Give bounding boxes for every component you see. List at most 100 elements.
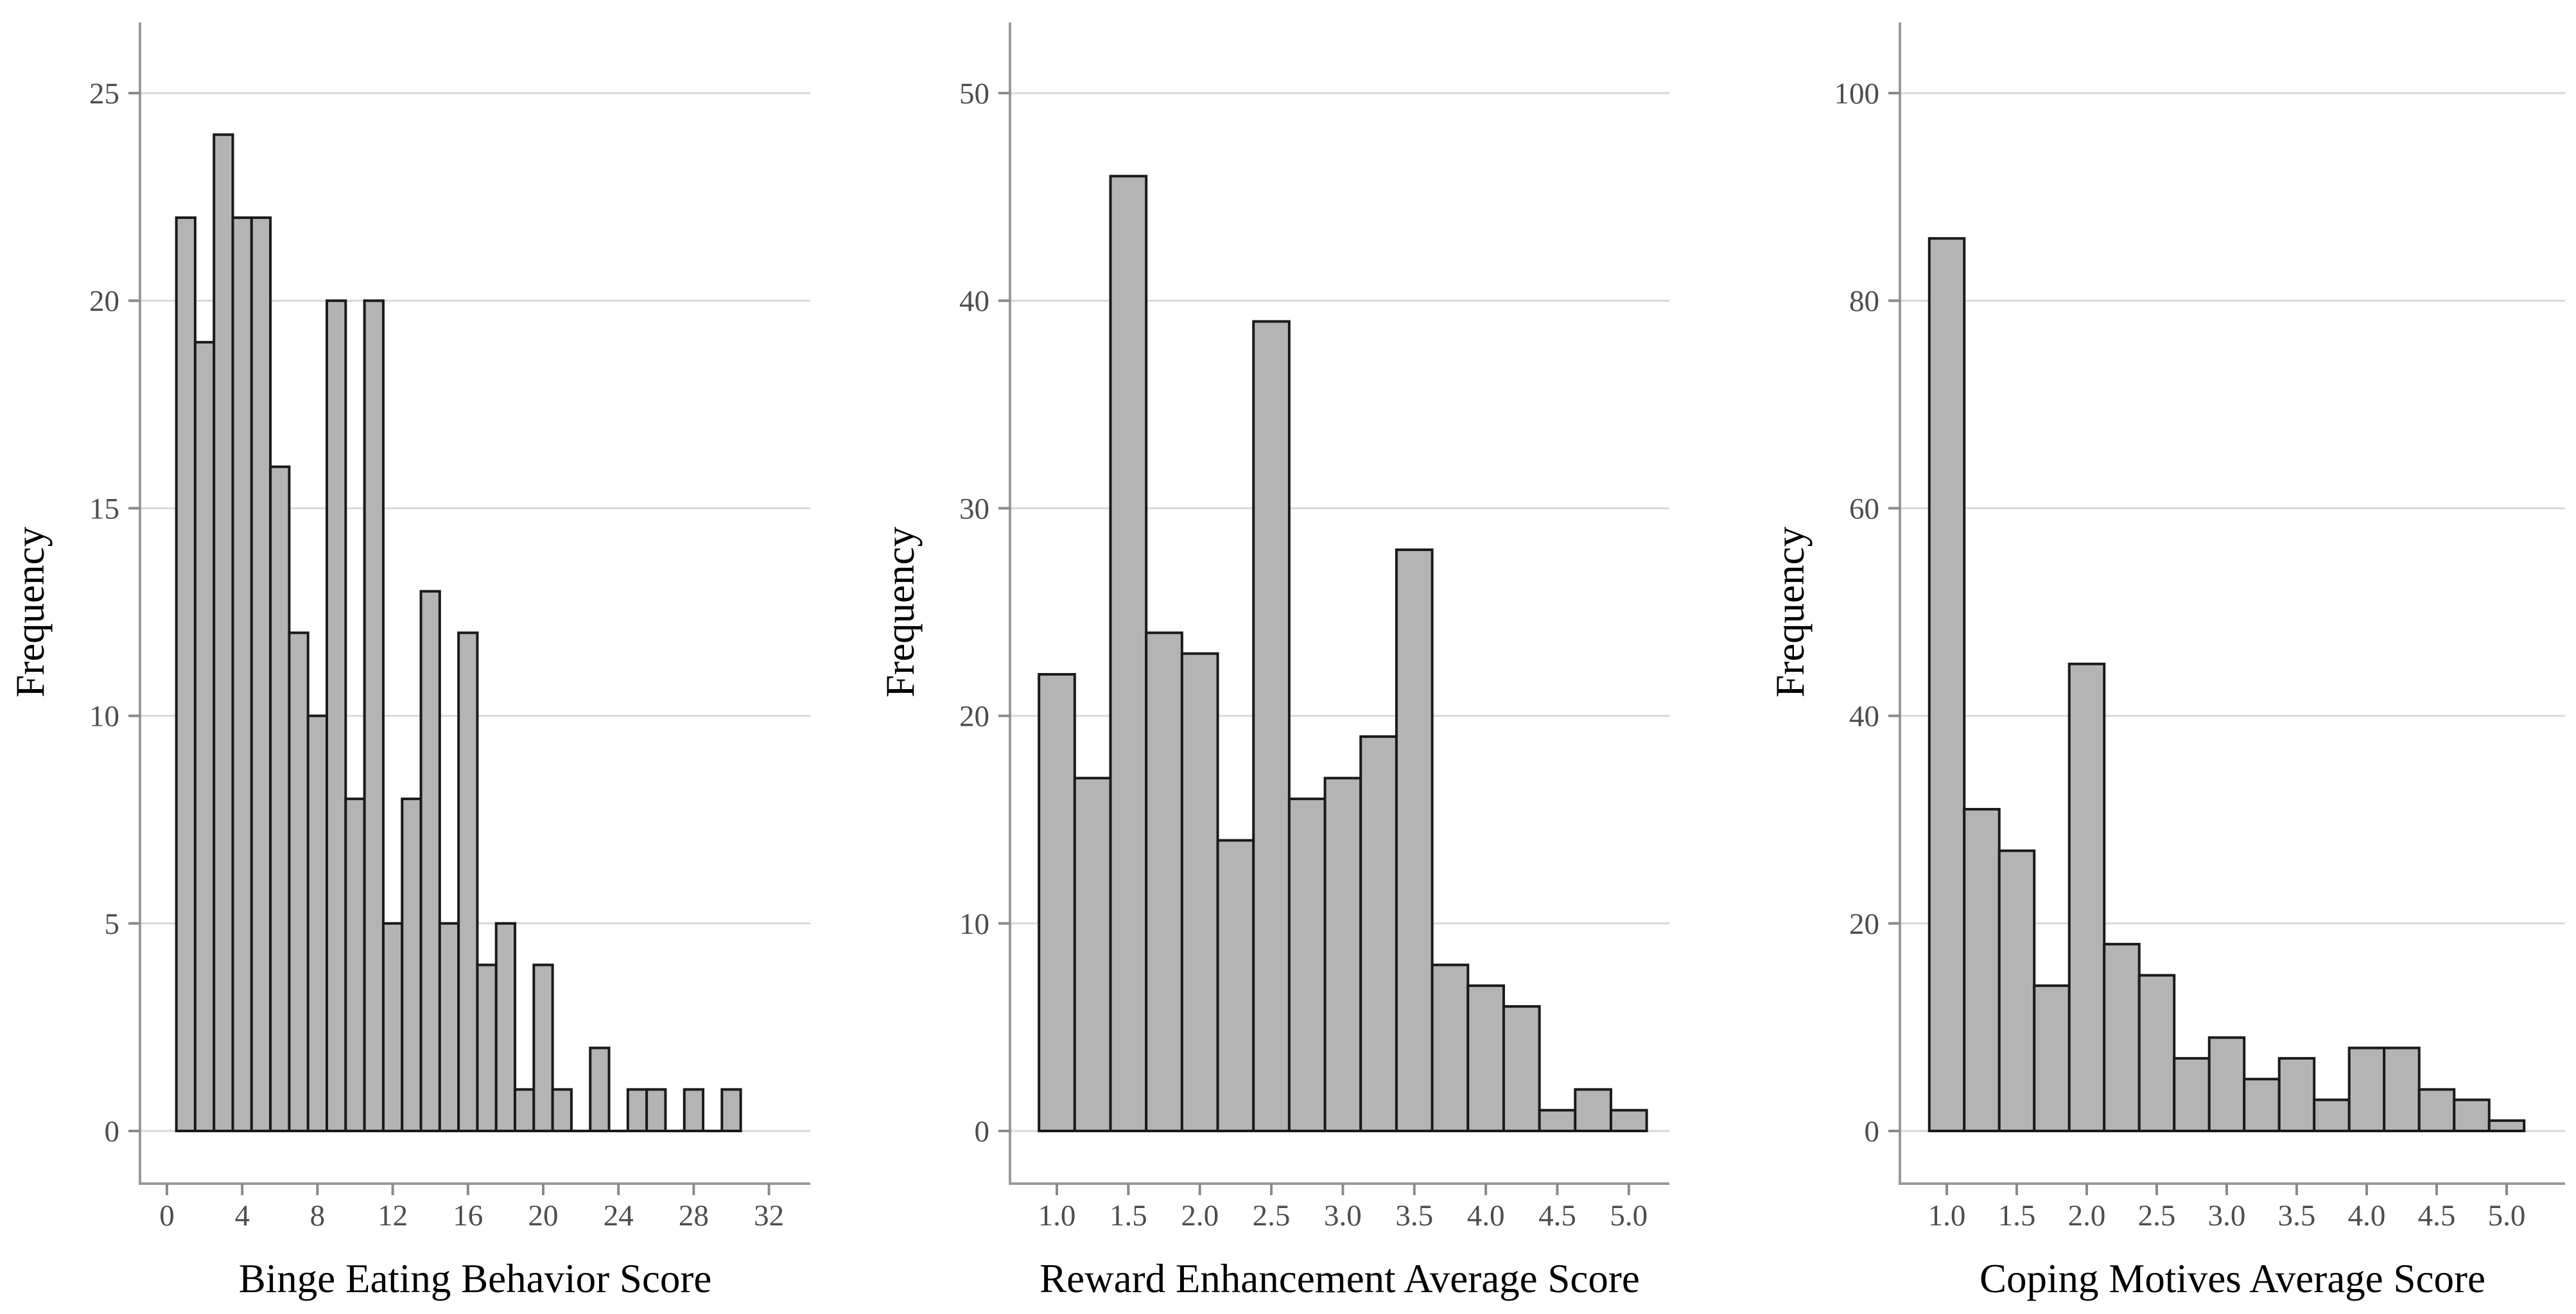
- histogram-bar: [213, 133, 234, 1132]
- x-tick-label: 3.0: [2208, 1199, 2246, 1232]
- y-tick-label: 0: [1865, 1115, 1880, 1148]
- histogram-bar: [1609, 1108, 1648, 1133]
- histogram-bar: [363, 299, 385, 1133]
- histogram-bar: [2453, 1098, 2491, 1133]
- x-tick-label: 2.5: [2138, 1199, 2176, 1232]
- y-tick-label: 40: [1849, 700, 1879, 733]
- histogram-bar: [683, 1088, 705, 1132]
- y-tick-label: 30: [959, 492, 989, 525]
- histogram-bar: [1323, 776, 1362, 1133]
- histogram-plot: 0 5 10 15 20 25 0 4 8 12 16 20 24 28 32 Binge Eating Be…: [8, 22, 810, 1301]
- histogram-bar: [344, 797, 366, 1132]
- histogram-bar: [1252, 320, 1291, 1132]
- histogram-bar: [1180, 652, 1219, 1132]
- histogram-bar: [494, 922, 517, 1133]
- histogram-bar: [2103, 943, 2141, 1132]
- histogram-bar: [1431, 963, 1470, 1132]
- x-tick-label: 2.0: [2068, 1199, 2106, 1232]
- histogram-bar: [2207, 1036, 2246, 1133]
- histogram-bar: [175, 216, 196, 1132]
- histogram-bar: [1466, 984, 1505, 1133]
- histogram-bar: [1145, 631, 1183, 1132]
- x-tick-label: 4.5: [2418, 1199, 2456, 1232]
- histogram-bar: [2487, 1119, 2526, 1132]
- x-tick-label: 0: [159, 1199, 175, 1232]
- histogram-bar: [1287, 797, 1327, 1132]
- histogram-bar: [1109, 175, 1148, 1132]
- histogram-bar: [2033, 984, 2071, 1133]
- y-tick-label: 15: [89, 492, 119, 525]
- x-tick-label: 4: [234, 1199, 250, 1232]
- histogram-bar: [288, 631, 309, 1132]
- histogram-bar: [551, 1088, 573, 1132]
- histogram-bar: [419, 590, 441, 1132]
- histogram-bar: [1538, 1108, 1577, 1133]
- histogram-bar: [306, 714, 329, 1132]
- histogram-bar: [532, 963, 554, 1132]
- x-tick-label: 16: [453, 1199, 483, 1232]
- histogram-bar: [1928, 237, 1966, 1132]
- histogram-bar: [1574, 1088, 1612, 1132]
- x-tick-label: 1.0: [1928, 1199, 1966, 1232]
- x-axis-title: Binge Eating Behavior Score: [239, 1256, 712, 1301]
- x-tick-label: 32: [754, 1199, 784, 1232]
- histogram-coping-motives: 0 20 40 60 80 100 1.0 1.5 2.0 2.5 3.0 3.5 4.0 4.5 5.0 C…: [1718, 0, 2576, 1314]
- histogram-bars: [1928, 237, 2526, 1133]
- histogram-bar: [589, 1046, 611, 1132]
- y-tick-label: 0: [105, 1115, 120, 1148]
- histogram-bar: [2417, 1088, 2456, 1132]
- x-axis-title: Coping Motives Average Score: [1980, 1256, 2485, 1301]
- y-tick-label: 5: [105, 907, 120, 941]
- histogram-bar: [2173, 1056, 2211, 1133]
- y-tick-label: 100: [1834, 77, 1880, 110]
- histogram-binge-eating: 0 5 10 15 20 25 0 4 8 12 16 20 24 28 32 Binge Eating Be…: [0, 0, 858, 1314]
- histogram-bar: [326, 299, 347, 1133]
- histogram-bar: [626, 1088, 648, 1132]
- x-tick-label: 12: [378, 1199, 408, 1232]
- axis-ticks: 0 10 20 30 40 50 1.0 1.5 2.0 2.5 3.0 3.5 4.0 4.5 5.0: [959, 77, 1648, 1232]
- x-tick-label: 1.5: [1110, 1199, 1147, 1232]
- y-tick-label: 10: [89, 700, 119, 733]
- histogram-bar: [2277, 1056, 2316, 1133]
- histogram-bar: [1502, 1005, 1541, 1132]
- y-tick-label: 20: [1849, 907, 1879, 941]
- x-tick-label: 28: [679, 1199, 709, 1232]
- histogram-bar: [457, 631, 479, 1132]
- x-tick-label: 8: [310, 1199, 326, 1232]
- y-axis-title: Frequency: [878, 527, 923, 697]
- y-tick-label: 60: [1849, 492, 1879, 525]
- histogram-bars: [175, 133, 742, 1133]
- x-axis-title: Reward Enhancement Average Score: [1040, 1256, 1640, 1301]
- x-tick-label: 2.5: [1253, 1199, 1291, 1232]
- y-axis-title: Frequency: [8, 527, 53, 697]
- x-tick-label: 3.5: [1395, 1199, 1433, 1232]
- histogram-bar: [2347, 1046, 2386, 1132]
- histogram-bar: [1359, 735, 1398, 1133]
- histogram-bar: [1997, 849, 2036, 1133]
- histogram-bar: [720, 1088, 742, 1132]
- x-tick-label: 1.0: [1038, 1199, 1076, 1232]
- histogram-bar: [2243, 1078, 2281, 1132]
- axis-ticks: 0 20 40 60 80 100 1.0 1.5 2.0 2.5 3.0 3.5 4.0 4.5 5.0: [1834, 77, 2526, 1232]
- histogram-bar: [2137, 974, 2176, 1132]
- axis-ticks: 0 5 10 15 20 25 0 4 8 12 16 20 24 28 32: [89, 77, 784, 1232]
- x-tick-label: 24: [604, 1199, 634, 1232]
- histogram-bar: [250, 216, 272, 1132]
- x-tick-label: 1.5: [1998, 1199, 2036, 1232]
- histogram-plot: 0 20 40 60 80 100 1.0 1.5 2.0 2.5 3.0 3.5 4.0 4.5 5.0C…: [1768, 22, 2565, 1301]
- x-tick-label: 5.0: [2488, 1199, 2526, 1232]
- y-tick-label: 80: [1849, 285, 1879, 318]
- x-tick-label: 3.5: [2278, 1199, 2316, 1232]
- histogram-bars: [1038, 175, 1648, 1133]
- y-tick-label: 20: [959, 700, 989, 733]
- histogram-bar: [1038, 672, 1076, 1132]
- histogram-reward-enhancement: 0 10 20 30 40 50 1.0 1.5 2.0 2.5 3.0 3.5 4.0 4.5 5.0 Re…: [858, 0, 1718, 1314]
- histogram-bar: [401, 797, 422, 1132]
- histogram-bar: [1216, 839, 1255, 1133]
- y-tick-label: 50: [959, 77, 989, 110]
- histogram-bar: [2067, 662, 2106, 1133]
- y-tick-label: 20: [89, 285, 119, 318]
- histogram-bar: [1073, 776, 1112, 1133]
- y-tick-label: 0: [975, 1115, 990, 1148]
